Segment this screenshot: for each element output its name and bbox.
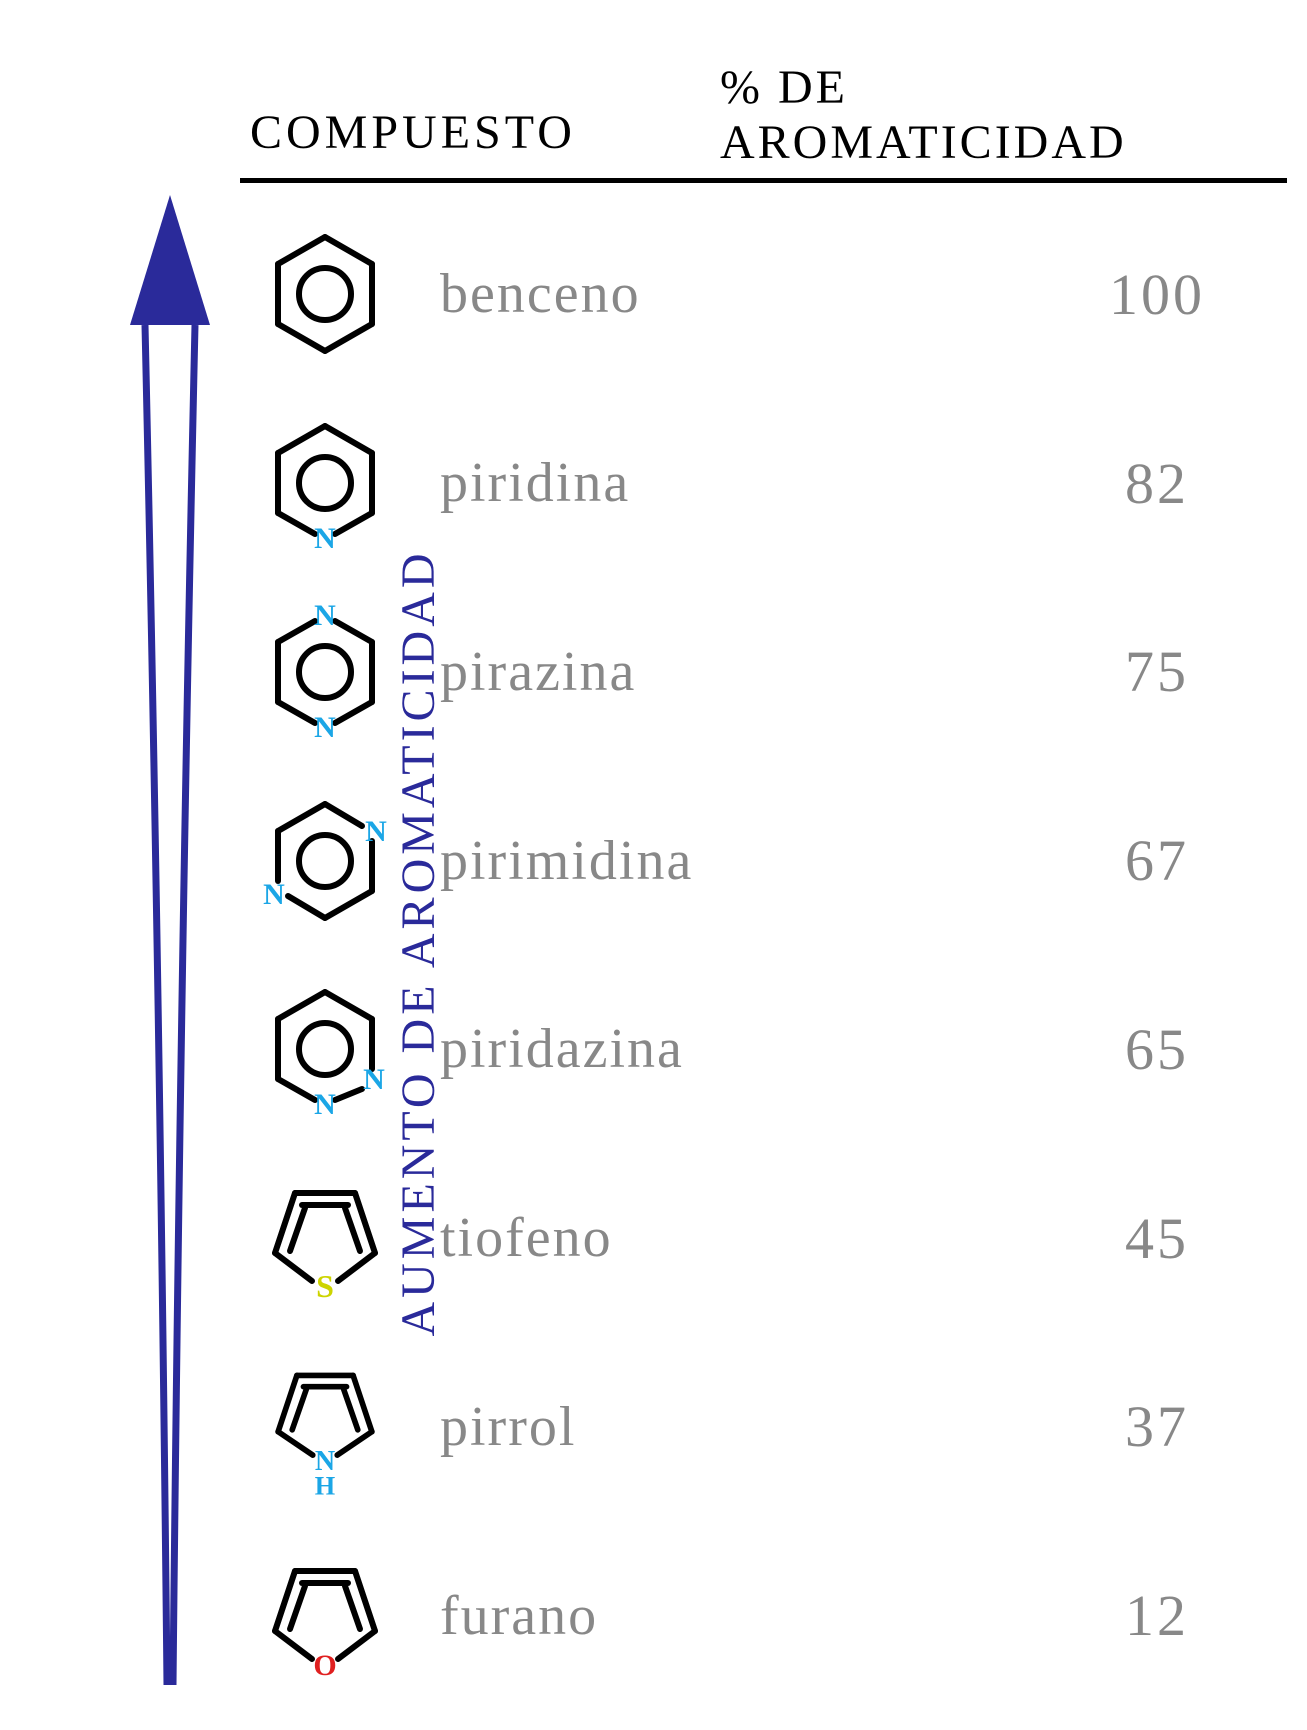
compound-percent: 65 bbox=[1047, 1016, 1267, 1083]
compound-name: tiofeno bbox=[410, 1206, 1047, 1270]
aromaticity-arrow: AUMENTO DE AROMATICIDAD bbox=[35, 195, 195, 1690]
compound-name: piridina bbox=[410, 451, 1047, 515]
table-row: N N pirimidina 67 bbox=[240, 766, 1267, 955]
compound-name: pirazina bbox=[410, 640, 1047, 704]
structure-benzene bbox=[240, 200, 410, 389]
svg-text:N: N bbox=[314, 599, 336, 632]
compound-name: benceno bbox=[410, 262, 1047, 326]
table-row: benceno 100 bbox=[240, 200, 1267, 389]
svg-text:N: N bbox=[314, 1088, 336, 1121]
structure-pyridazine: N N bbox=[240, 955, 410, 1144]
svg-text:N: N bbox=[314, 711, 336, 744]
table-header: COMPUESTO % DE AROMATICIDAD bbox=[250, 30, 1287, 170]
svg-text:H: H bbox=[315, 1471, 335, 1500]
table-row: N N pirazina 75 bbox=[240, 578, 1267, 767]
compound-percent: 12 bbox=[1047, 1582, 1267, 1649]
header-percent-l2: AROMATICIDAD bbox=[720, 115, 1127, 170]
svg-text:O: O bbox=[313, 1649, 336, 1682]
structure-pyrazine: N N bbox=[240, 578, 410, 767]
table-row: S tiofeno 45 bbox=[240, 1144, 1267, 1333]
svg-text:S: S bbox=[316, 1268, 334, 1304]
svg-text:N: N bbox=[365, 815, 387, 848]
header-percent-l1: % DE bbox=[720, 60, 1127, 115]
header-rule bbox=[240, 178, 1287, 183]
compound-percent: 100 bbox=[1047, 261, 1267, 328]
compound-name: pirimidina bbox=[410, 829, 1047, 893]
header-compound: COMPUESTO bbox=[250, 105, 720, 170]
structure-pyrimidine: N N bbox=[240, 766, 410, 955]
arrow-icon bbox=[125, 195, 215, 1685]
compound-percent: 75 bbox=[1047, 638, 1267, 705]
structure-pyridine: N bbox=[240, 389, 410, 578]
structure-furan: O bbox=[240, 1521, 410, 1710]
compound-percent: 67 bbox=[1047, 827, 1267, 894]
compound-percent: 82 bbox=[1047, 450, 1267, 517]
header-percent: % DE AROMATICIDAD bbox=[720, 60, 1127, 170]
structure-thiophene: S bbox=[240, 1144, 410, 1333]
compound-percent: 37 bbox=[1047, 1393, 1267, 1460]
compound-name: pirrol bbox=[410, 1395, 1047, 1459]
svg-text:N: N bbox=[263, 878, 285, 911]
compound-name: piridazina bbox=[410, 1017, 1047, 1081]
compound-percent: 45 bbox=[1047, 1205, 1267, 1272]
table-row: N N piridazina 65 bbox=[240, 955, 1267, 1144]
table-row: N piridina 82 bbox=[240, 389, 1267, 578]
compound-table: benceno 100 N piridina 82 bbox=[240, 200, 1267, 1710]
compound-name: furano bbox=[410, 1584, 1047, 1648]
table-row: O furano 12 bbox=[240, 1521, 1267, 1710]
svg-text:N: N bbox=[363, 1063, 385, 1096]
table-row: N H pirrol 37 bbox=[240, 1333, 1267, 1522]
structure-pyrrole: N H bbox=[240, 1333, 410, 1522]
svg-text:N: N bbox=[314, 522, 336, 555]
